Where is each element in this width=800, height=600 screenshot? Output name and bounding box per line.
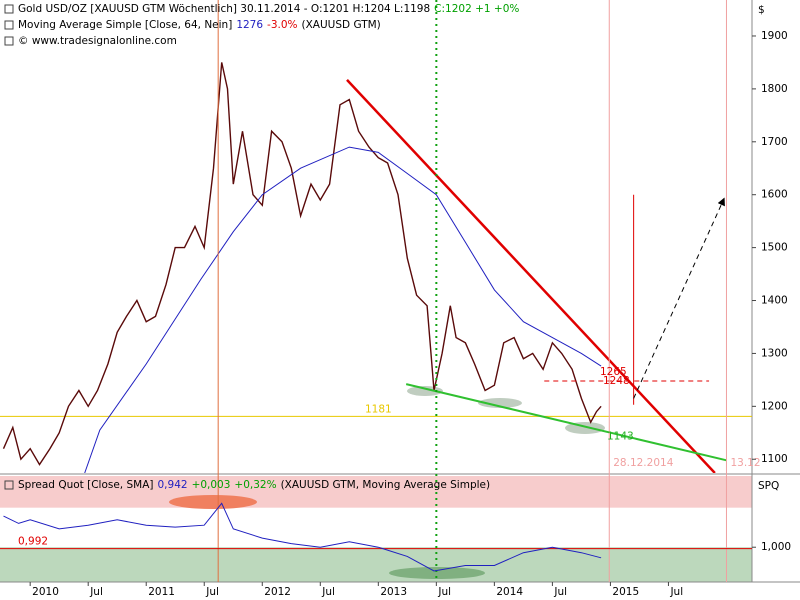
y-tick-label: 1700: [761, 136, 788, 148]
frame: [0, 0, 800, 583]
x-tick-label: 2013: [380, 586, 407, 598]
y-axis-label: $: [758, 4, 765, 16]
date-label: 13.12: [730, 457, 760, 469]
header-part: (XAUUSD GTM, Moving Average Simple): [281, 479, 491, 491]
x-tick-label: Jul: [553, 586, 567, 598]
trend-line: [633, 197, 725, 399]
header-part: -3.0%: [267, 19, 297, 31]
header-icon: [4, 480, 14, 490]
y-tick-label: 1500: [761, 242, 788, 254]
band: [0, 547, 752, 582]
header-part: +0,003: [192, 479, 231, 491]
x-tick-label: 2015: [612, 586, 639, 598]
level-label: 1181: [365, 403, 392, 415]
highlight-ellipse: [169, 495, 257, 509]
series-line: [3, 502, 602, 572]
x-tick-label: Jul: [321, 586, 335, 598]
level-label: 1265: [600, 366, 627, 378]
x-tick-label: Jul: [437, 586, 451, 598]
x-tick-label: Jul: [89, 586, 103, 598]
header-part: 0,942: [158, 479, 188, 491]
y-axis-label: SPQ: [758, 480, 779, 492]
y-tick-label: 1400: [761, 295, 788, 307]
header-text: © www.tradesignalonline.com: [18, 35, 177, 47]
y-tick-label: 1,000: [761, 541, 791, 553]
y-tick-label: 1600: [761, 189, 788, 201]
plot-area: [0, 62, 752, 473]
header-part: Moving Average Simple [Close, 64, Nein]: [18, 19, 232, 31]
header-text: Gold USD/OZ [XAUUSD GTM Wöchentlich] 30.…: [18, 3, 519, 15]
header-icon: [4, 36, 14, 46]
level-label: 1143: [607, 430, 634, 442]
highlight-ellipse: [478, 398, 522, 408]
series-line: [2, 62, 602, 466]
y-tick-label: 1900: [761, 30, 788, 42]
trend-line: [346, 79, 716, 473]
date-label: 28.12.2014: [613, 457, 673, 469]
y-tick-label: 1100: [761, 453, 788, 465]
header-part: (XAUUSD GTM): [302, 19, 381, 31]
x-tick-label: 2011: [148, 586, 175, 598]
header-text: Spread Quot [Close, SMA] 0,942 +0,003 +0,32…: [18, 479, 490, 491]
y-tick-label: 1800: [761, 83, 788, 95]
level-label: 0,992: [18, 536, 48, 548]
header-part: © www.tradesignalonline.com: [18, 35, 177, 47]
header-icon: [4, 20, 14, 30]
x-tick-label: Jul: [669, 586, 683, 598]
y-tick-label: 1200: [761, 400, 788, 412]
header-part: +0,32%: [234, 479, 276, 491]
header-part: C:1202 +1 +0%: [434, 3, 519, 15]
header-icon: [4, 4, 14, 14]
header-part: Spread Quot [Close, SMA]: [18, 479, 154, 491]
plot-area: [0, 502, 752, 572]
x-tick-label: 2014: [496, 586, 523, 598]
header-part: 1276: [236, 19, 263, 31]
level-label: 1248: [603, 375, 630, 387]
x-tick-label: 2012: [264, 586, 291, 598]
header-text: Moving Average Simple [Close, 64, Nein] 1…: [18, 19, 381, 31]
highlights: [169, 386, 605, 579]
x-tick-label: Jul: [205, 586, 219, 598]
series-line: [84, 146, 602, 473]
highlight-ellipse: [389, 567, 485, 579]
header-part: Gold USD/OZ [XAUUSD GTM Wöchentlich] 30.…: [18, 3, 430, 15]
x-tick-label: 2010: [32, 586, 59, 598]
band: [0, 476, 752, 508]
trend-line: [405, 383, 727, 462]
y-tick-label: 1300: [761, 347, 788, 359]
